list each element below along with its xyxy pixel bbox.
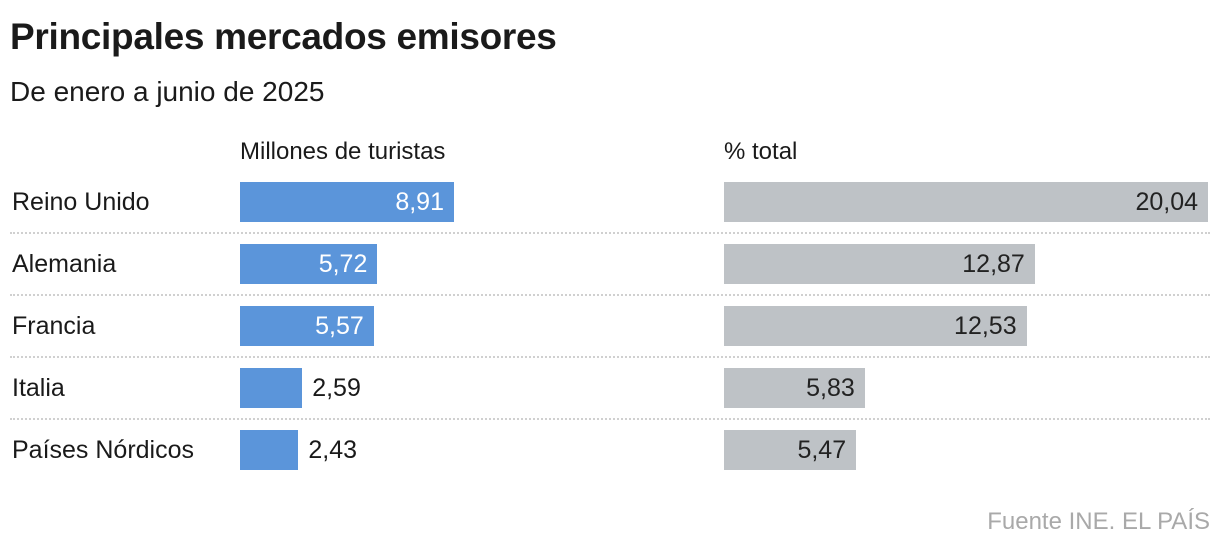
bar-tourists — [240, 368, 303, 408]
value-label-percent: 20,04 — [1135, 188, 1198, 216]
category-label: Países Nórdicos — [12, 436, 195, 464]
column-header-percent: % total — [724, 138, 798, 165]
row-separator — [10, 356, 1210, 358]
category-label: Alemania — [12, 250, 117, 278]
value-label-tourists: 2,59 — [312, 374, 361, 402]
bar-tourists — [240, 182, 454, 222]
value-label-tourists: 5,72 — [318, 250, 368, 278]
row-separator — [10, 232, 1210, 234]
chart-subtitle: De enero a junio de 2025 — [10, 76, 325, 107]
source-note: Fuente INE. EL PAÍS — [987, 508, 1210, 535]
bar-percent — [724, 182, 1208, 222]
value-label-percent: 12,87 — [962, 250, 1025, 278]
bar-tourists — [240, 306, 374, 346]
chart-title: Principales mercados emisores — [10, 16, 557, 57]
category-label: Italia — [12, 374, 65, 402]
bar-percent — [724, 306, 1027, 346]
bar-percent — [724, 244, 1035, 284]
value-label-tourists: 8,91 — [395, 188, 444, 216]
value-label-tourists: 5,57 — [315, 312, 364, 340]
bar-percent — [724, 368, 865, 408]
column-header-tourists: Millones de turistas — [240, 138, 446, 165]
value-label-percent: 12,53 — [954, 312, 1017, 340]
category-label: Francia — [12, 312, 96, 340]
value-label-tourists: 2,43 — [308, 436, 358, 464]
bar-tourists — [240, 430, 299, 470]
row-separator — [10, 418, 1210, 420]
row-separator — [10, 294, 1210, 296]
bar-percent — [724, 430, 857, 470]
value-label-percent: 5,83 — [806, 374, 855, 402]
bar-tourists — [240, 244, 378, 284]
category-label: Reino Unido — [12, 188, 150, 216]
value-label-percent: 5,47 — [797, 436, 847, 464]
